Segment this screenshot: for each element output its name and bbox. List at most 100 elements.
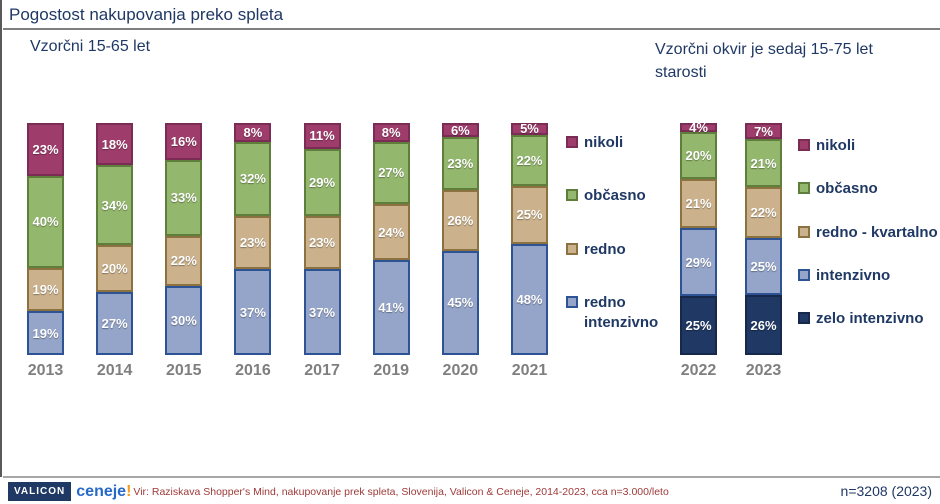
segment-value-label: 21% (685, 196, 712, 212)
segment-value-label: 5% (520, 121, 539, 137)
title-divider (3, 28, 940, 30)
year-label-2014: 2014 (96, 362, 133, 380)
legend-swatch-zelo-intenzivno (798, 312, 810, 324)
segment-value-label: 6% (450, 122, 470, 138)
segment-nikoli-2019: 8% (372, 123, 410, 142)
segment-redno-intenzivno-2017: 37% (303, 269, 341, 356)
segment-nikoli-2023: 7% (745, 123, 782, 140)
legend-2022-2023: nikoli občasno redno - kvartalno intenzivno… (798, 136, 938, 352)
segment-value-label: 48% (516, 291, 543, 307)
bar-stack-2022: 4% 20% 21% 29% 25% (680, 120, 717, 356)
bar-stack-2014: 18% 34% 20% 27% (96, 123, 134, 356)
year-label-2020: 2020 (442, 362, 479, 380)
page-title: Pogostost nakupovanja preko spleta (9, 5, 284, 24)
segment-value-label: 32% (239, 171, 266, 187)
segment-ob-asno-2021: 22% (510, 134, 548, 186)
segment-value-label: 23% (447, 156, 474, 172)
segment-redno-2013: 19% (27, 267, 64, 312)
segment-value-label: 18% (101, 136, 128, 152)
segment-nikoli-2022: 4% (680, 120, 717, 136)
legend-item-ob-asno: občasno (798, 179, 938, 199)
segment-ob-asno-2013: 40% (27, 175, 64, 268)
bar-2013: 23% 40% 19% 19% 2013 (27, 123, 64, 380)
legend-swatch-intenzivno (798, 268, 810, 281)
segment-value-label: 25% (685, 318, 712, 334)
segment-nikoli-2015: 16% (165, 123, 203, 160)
segment-zelo-intenzivno-2023: 26% (745, 295, 782, 356)
segment-redno-intenzivno-2015: 30% (165, 286, 203, 356)
segment-value-label: 26% (750, 317, 777, 333)
segment-value-label: 26% (447, 213, 474, 229)
bar-stack-2013: 23% 40% 19% 19% (27, 123, 64, 356)
legend-item-nikoli: nikoli (566, 133, 676, 153)
segment-value-label: 21% (750, 155, 777, 171)
segment-value-label: 8% (243, 124, 263, 140)
segment-ob-asno-2015: 33% (165, 159, 203, 236)
segment-redno-kvartalno-2022: 21% (680, 179, 717, 229)
segment-redno-2021: 25% (510, 185, 548, 244)
segment-value-label: 20% (685, 148, 712, 164)
bar-2021: 5% 22% 25% 48% 2021 (510, 121, 548, 380)
bar-stack-2017: 11% 29% 23% 37% (303, 123, 341, 356)
year-label-2017: 2017 (304, 362, 340, 380)
bar-stack-2023: 7% 21% 22% 25% 26% (745, 123, 782, 356)
segment-value-label: 24% (378, 224, 405, 240)
bar-2022: 4% 20% 21% 29% 25% 2022 (680, 120, 717, 380)
segment-value-label: 33% (170, 190, 197, 206)
legend-item-redno-intenzivno: redno intenzivno (566, 293, 676, 334)
legend-item-intenzivno: intenzivno (798, 266, 938, 286)
segment-nikoli-2013: 23% (27, 123, 64, 176)
segment-value-label: 37% (309, 304, 336, 320)
segment-redno-2017: 23% (303, 215, 341, 270)
legend-label-intenzivno: intenzivno (816, 266, 891, 284)
legend-label-redno-kvartalno: redno - kvartalno (816, 223, 938, 241)
bar-stack-2015: 16% 33% 22% 30% (165, 123, 203, 356)
footer-divider (3, 476, 940, 478)
segment-value-label: 22% (750, 205, 777, 221)
footer: VALICON ceneje! Vir: Raziskava Shopper's… (8, 482, 932, 501)
legend-label-zelo-intenzivno: zelo intenzivno (816, 310, 924, 327)
segment-ob-asno-2023: 21% (745, 139, 782, 188)
year-label-2021: 2021 (511, 362, 548, 380)
segment-ob-asno-2019: 27% (372, 141, 410, 205)
legend-swatch-ob-asno (798, 182, 810, 195)
legend-item-zelo-intenzivno: zelo intenzivno (798, 309, 938, 329)
bar-2023: 7% 21% 22% 25% 26% 2023 (745, 123, 782, 380)
year-label-2022: 2022 (680, 362, 717, 380)
ceneje-logo-exclamation: ! (126, 482, 132, 500)
ceneje-logo: ceneje! (76, 482, 132, 500)
segment-value-label: 8% (381, 124, 401, 140)
segment-redno-intenzivno-2014: 27% (96, 291, 134, 356)
bar-stack-2020: 6% 23% 26% 45% (441, 122, 479, 356)
segment-redno-kvartalno-2023: 22% (745, 187, 782, 238)
segment-zelo-intenzivno-2022: 25% (680, 296, 717, 356)
segment-redno-intenzivno-2013: 19% (27, 311, 64, 356)
source-text: Vir: Raziskava Shopper's Mind, nakupovan… (133, 485, 669, 498)
legend-swatch-redno (566, 242, 578, 255)
slide-left-border (0, 0, 2, 477)
segment-intenzivno-2023: 25% (745, 237, 782, 296)
bar-2019: 8% 27% 24% 41% 2019 (372, 123, 410, 380)
segment-value-label: 37% (239, 304, 266, 320)
segment-redno-2015: 22% (165, 235, 203, 287)
segment-value-label: 25% (750, 259, 777, 275)
segment-value-label: 19% (32, 325, 59, 341)
bar-2015: 16% 33% 22% 30% 2015 (165, 123, 203, 380)
segment-redno-2014: 20% (96, 244, 134, 292)
bar-2017: 11% 29% 23% 37% 2017 (303, 123, 341, 380)
segment-ob-asno-2014: 34% (96, 165, 134, 245)
legend-swatch-redno-intenzivno (566, 295, 578, 308)
segment-redno-2016: 23% (234, 215, 272, 270)
segment-redno-intenzivno-2019: 41% (372, 259, 410, 356)
segment-redno-intenzivno-2020: 45% (441, 250, 479, 356)
segment-value-label: 20% (101, 260, 128, 276)
legend-label-nikoli: nikoli (584, 134, 624, 151)
segment-value-label: 30% (170, 313, 197, 329)
subtitle-right: Vzorčni okvir je sedaj 15-75 let starost… (655, 41, 873, 82)
segment-ob-asno-2016: 32% (234, 141, 272, 216)
sample-size-note: n=3208 (2023) (840, 483, 932, 499)
segment-value-label: 23% (32, 142, 59, 158)
bar-2014: 18% 34% 20% 27% 2014 (96, 123, 134, 380)
segment-value-label: 4% (689, 120, 708, 136)
segment-value-label: 34% (101, 197, 128, 213)
